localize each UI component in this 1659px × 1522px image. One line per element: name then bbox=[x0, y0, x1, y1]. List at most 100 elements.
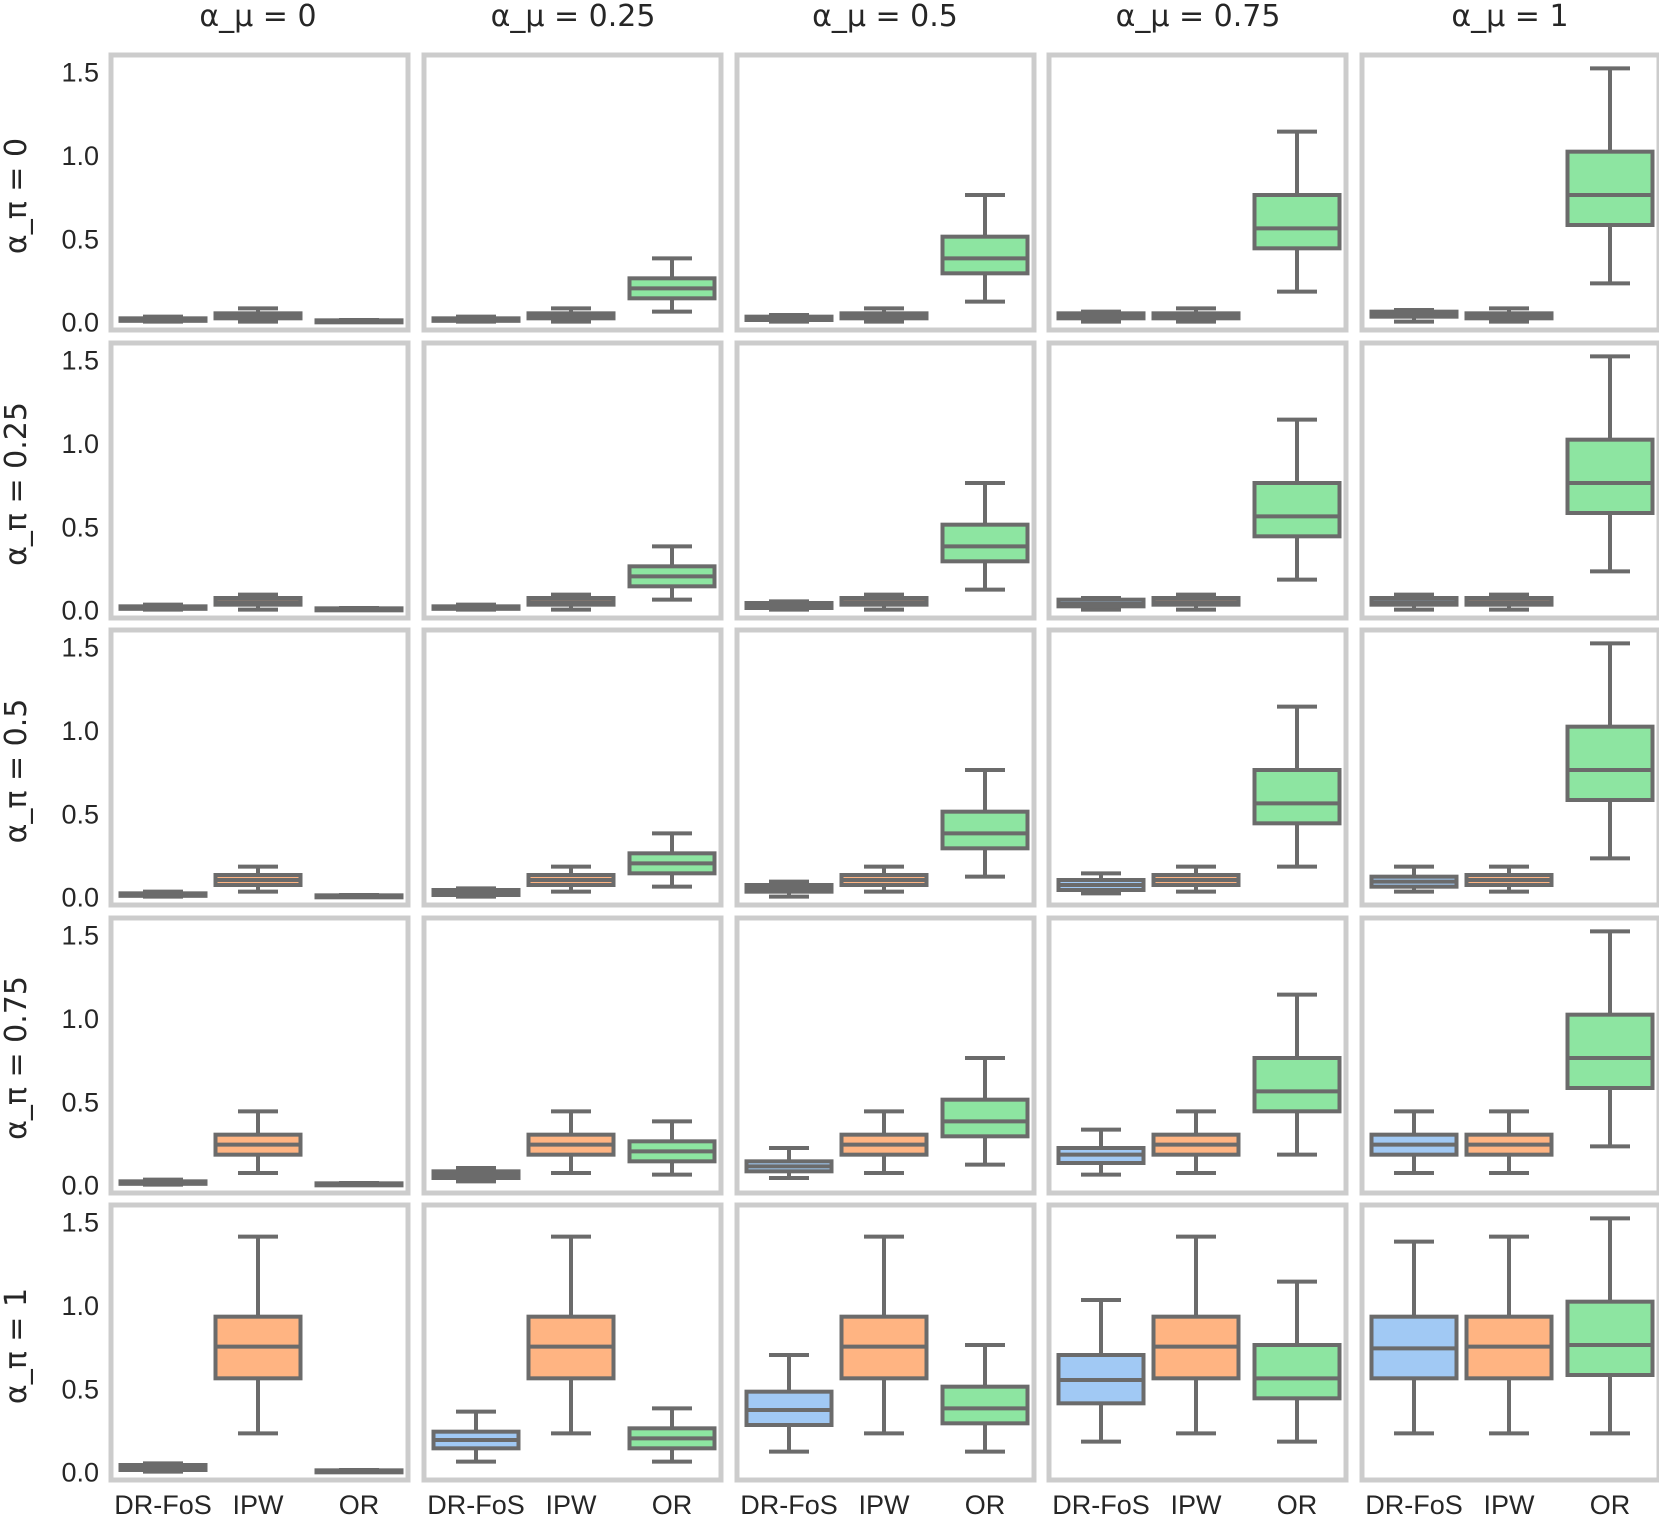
panel bbox=[734, 340, 1037, 621]
box-or bbox=[1252, 417, 1342, 582]
row-titles: α_π = 0 α_π = 0.25 α_π = 0.5 α_π = 0.75 … bbox=[0, 138, 34, 1404]
panel bbox=[1046, 915, 1349, 1196]
box-ipw bbox=[1464, 306, 1554, 324]
box-ipw bbox=[1464, 1109, 1554, 1175]
box-or bbox=[940, 481, 1030, 592]
box-ipw bbox=[1151, 306, 1241, 324]
box-ipw bbox=[526, 864, 616, 894]
box-or bbox=[1565, 66, 1655, 286]
x-tick-label: DR-FoS bbox=[114, 1490, 212, 1520]
box-ipw bbox=[1151, 864, 1241, 894]
x-tick-label: IPW bbox=[1171, 1490, 1223, 1520]
panel bbox=[108, 52, 411, 333]
box-or bbox=[314, 1181, 404, 1188]
y-tick-label: 0.5 bbox=[61, 1087, 99, 1117]
y-tick-label: 0.5 bbox=[61, 799, 99, 829]
box-ipw bbox=[526, 306, 616, 324]
box-or bbox=[627, 831, 717, 889]
box-or bbox=[314, 893, 404, 900]
box-or bbox=[627, 1119, 717, 1177]
y-tick-label: 0.5 bbox=[61, 224, 99, 254]
row-title: α_π = 0.25 bbox=[0, 402, 34, 566]
box-or bbox=[314, 318, 404, 325]
y-tick-label: 1.5 bbox=[61, 1208, 99, 1238]
box-ipw bbox=[1151, 1109, 1241, 1175]
y-tick-label: 1.0 bbox=[61, 141, 99, 171]
box-dr-fos bbox=[744, 1146, 834, 1180]
panel bbox=[108, 627, 411, 908]
box-iqr bbox=[940, 522, 1030, 564]
panel bbox=[1359, 627, 1659, 908]
box-dr-fos bbox=[744, 313, 834, 324]
y-tick-label: 0.5 bbox=[61, 1374, 99, 1404]
panel bbox=[734, 52, 1037, 333]
col-title: α_μ = 0.5 bbox=[812, 0, 958, 34]
x-tick-label: DR-FoS bbox=[1052, 1490, 1150, 1520]
y-tick-label: 0.0 bbox=[61, 1458, 99, 1488]
box-dr-fos bbox=[1056, 871, 1146, 896]
box-ipw bbox=[213, 306, 303, 324]
box-or bbox=[1252, 129, 1342, 294]
panel-frame bbox=[734, 627, 1037, 908]
panel bbox=[421, 52, 724, 333]
box-ipw bbox=[1464, 1234, 1554, 1436]
panel bbox=[734, 627, 1037, 908]
box-iqr bbox=[1252, 481, 1342, 539]
row-title: α_π = 0.5 bbox=[0, 699, 34, 844]
box-dr-fos bbox=[744, 1353, 834, 1454]
box-dr-fos bbox=[1369, 592, 1459, 612]
panel bbox=[421, 1202, 724, 1483]
y-tick-label: 1.5 bbox=[61, 346, 99, 376]
y-tick-label: 0.5 bbox=[61, 512, 99, 542]
box-iqr bbox=[1565, 1299, 1655, 1377]
x-tick-label: IPW bbox=[859, 1490, 911, 1520]
box-or bbox=[940, 1056, 1030, 1167]
box-dr-fos bbox=[118, 1177, 208, 1187]
panel-frame bbox=[1046, 340, 1349, 621]
x-tick-label: OR bbox=[1277, 1490, 1318, 1520]
y-tick-label: 0.0 bbox=[61, 1171, 99, 1201]
col-title: α_μ = 1 bbox=[1451, 0, 1568, 34]
box-or bbox=[1565, 1216, 1655, 1436]
box-ipw bbox=[839, 864, 929, 894]
box-ipw bbox=[213, 1109, 303, 1175]
panel bbox=[734, 1202, 1037, 1483]
panel-frame bbox=[108, 340, 411, 621]
y-tick-label: 0.0 bbox=[61, 596, 99, 626]
y-tick-label: 0.0 bbox=[61, 308, 99, 338]
box-dr-fos bbox=[1056, 596, 1146, 612]
box-dr-fos bbox=[431, 314, 521, 324]
y-tick-label: 1.5 bbox=[61, 921, 99, 951]
box-ipw bbox=[526, 592, 616, 612]
x-tick-label: OR bbox=[652, 1490, 693, 1520]
x-tick-label: IPW bbox=[1484, 1490, 1536, 1520]
y-tick-label: 0.0 bbox=[61, 883, 99, 913]
box-or bbox=[940, 1343, 1030, 1454]
box-or bbox=[1252, 1279, 1342, 1444]
box-ipw bbox=[526, 1234, 616, 1436]
box-dr-fos bbox=[1369, 1239, 1459, 1436]
panel bbox=[108, 915, 411, 1196]
panel bbox=[1046, 340, 1349, 621]
panel bbox=[421, 627, 724, 908]
panel bbox=[734, 915, 1037, 1196]
box-dr-fos bbox=[1056, 1298, 1146, 1444]
box-iqr bbox=[940, 1384, 1030, 1426]
box-dr-fos bbox=[1056, 309, 1146, 324]
y-tick-label: 1.5 bbox=[61, 58, 99, 88]
box-or bbox=[627, 544, 717, 602]
panel bbox=[1046, 1202, 1349, 1483]
panel bbox=[421, 915, 724, 1196]
box-or bbox=[1252, 992, 1342, 1157]
box-or bbox=[1252, 704, 1342, 869]
box-ipw bbox=[1464, 864, 1554, 894]
box-iqr bbox=[1252, 1056, 1342, 1114]
y-tick-label: 1.5 bbox=[61, 633, 99, 663]
y-tick-labels: 0.0 0.5 1.0 1.5 0.0 0.5 1.0 1.5 0.0 0.5 1.0 1.5 0.0 0… bbox=[61, 58, 99, 1488]
box-iqr bbox=[1565, 724, 1655, 803]
box-ipw bbox=[213, 864, 303, 894]
y-tick-label: 1.0 bbox=[61, 429, 99, 459]
x-tick-label: DR-FoS bbox=[740, 1490, 838, 1520]
box-dr-fos bbox=[118, 314, 208, 324]
row-title: α_π = 0.75 bbox=[0, 976, 34, 1140]
